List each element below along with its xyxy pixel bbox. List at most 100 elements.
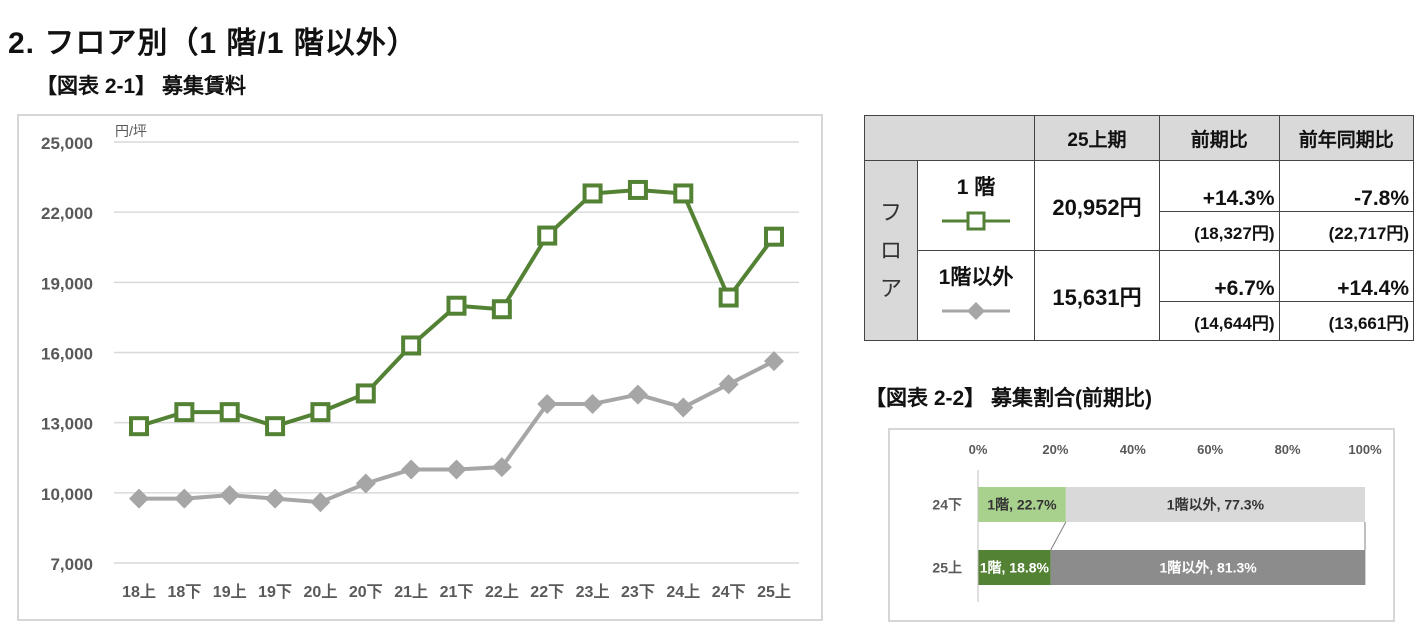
x-tick-label: 100% (1348, 442, 1382, 457)
other-prev-val: (14,644円) (1159, 301, 1280, 341)
data-point-floor1 (673, 183, 694, 204)
side-char: ア (879, 275, 902, 301)
data-point-floor1 (401, 335, 422, 356)
table-row: フ ロ ア 1 階 20,952円 +14.3% -7.8% (864, 160, 1414, 341)
other-floor-cell: 1階以外 (917, 250, 1035, 341)
x-tick-label: 24下 (712, 584, 746, 601)
x-tick-label: 19上 (213, 583, 247, 601)
data-point-floor1 (491, 299, 512, 320)
page-title: 2. フロア別（1 階/1 階以外） (8, 27, 418, 60)
x-tick-label: 21下 (440, 584, 474, 601)
data-point-other-floors (401, 459, 422, 480)
bar-segment (978, 487, 1066, 522)
other-yoy-pct: +14.4% (1278, 250, 1414, 302)
rent-line-chart-svg: 25,000 22,000 19,000 16,000 13,000 10,000 7,00… (41, 123, 799, 601)
x-tick-label: 20下 (349, 584, 383, 601)
floor1-value: 20,952円 (1034, 160, 1160, 251)
x-tick-label: 80% (1275, 442, 1301, 457)
y-tick-label: 16,000 (41, 345, 93, 364)
summary-table: 25上期 前期比 前年同期比 フ ロ ア 1 階 20,952円 +14.3% … (864, 115, 1414, 341)
data-point-other-floors (537, 393, 558, 414)
data-point-floor1 (764, 226, 784, 247)
table-row: (14,644円) (13,661円) (865, 301, 1414, 341)
bar-segment (978, 550, 1051, 585)
data-point-floor1 (265, 416, 286, 437)
other-floor-value: 15,631円 (1034, 250, 1160, 341)
data-point-other-floors (582, 393, 603, 414)
summary-header-blank (864, 115, 1035, 161)
data-point-other-floors (446, 459, 467, 480)
floor1-cell: 1 階 (917, 160, 1035, 251)
data-point-other-floors (174, 488, 195, 509)
other-prev-pct: +6.7% (1159, 250, 1280, 302)
ratio-bar-chart-svg: 0% 20% 40% 60% 80% 100% 24下 1階, 22.7% 1階以外, 77.3… (932, 442, 1382, 602)
data-point-floor1 (129, 416, 149, 437)
x-tick-label: 19下 (258, 584, 292, 601)
data-label: 1階, 22.7% (987, 497, 1057, 513)
figure-2-2-label: 【図表 2-2】 募集割合(前期比) (865, 387, 1153, 410)
floor1-yoy-pct: -7.8% (1278, 160, 1414, 212)
summary-header-prev: 前期比 (1159, 115, 1280, 161)
bar-segment (1065, 487, 1365, 522)
other-floor-name: 1階以外 (938, 266, 1014, 289)
summary-header-yoy: 前年同期比 (1278, 115, 1414, 161)
data-point-other-floors (129, 488, 149, 509)
x-tick-label: 22上 (485, 583, 519, 601)
x-tick-label: 23下 (621, 584, 655, 601)
data-point-other-floors (673, 397, 694, 418)
data-point-other-floors (355, 473, 376, 494)
x-tick-label: 24上 (666, 583, 700, 601)
legend-diamond-marker-icon (942, 302, 1010, 320)
data-point-floor1 (355, 383, 376, 404)
series-line-other-floors (139, 359, 775, 505)
y-tick-label: 7,000 (50, 555, 93, 574)
x-tick-label: 18上 (122, 583, 156, 601)
data-label: 1階, 18.8% (980, 560, 1050, 576)
data-point-floor1 (582, 183, 603, 204)
data-point-other-floors (718, 374, 739, 395)
floor1-yoy-val: (22,717円) (1278, 211, 1414, 251)
other-yoy-val: (13,661円) (1278, 301, 1414, 341)
data-point-other-floors (265, 488, 286, 509)
floor1-prev-pct: +14.3% (1159, 160, 1280, 212)
y-tick-label: 19,000 (41, 274, 93, 293)
data-point-other-floors (310, 492, 331, 513)
data-point-floor1 (310, 402, 331, 423)
rent-line-chart: 25,000 22,000 19,000 16,000 13,000 10,000 7,00… (17, 114, 823, 621)
table-row: 1階以外 15,631円 +6.7% +14.4% (865, 250, 1414, 341)
y-tick-label: 25,000 (41, 134, 93, 153)
y-tick-label: 10,000 (41, 485, 93, 504)
bar-segment (1050, 550, 1366, 585)
x-tick-label: 18下 (167, 584, 201, 601)
x-tick-label: 60% (1197, 442, 1223, 457)
data-label: 1階以外, 81.3% (1159, 560, 1257, 576)
data-point-floor1 (174, 402, 195, 423)
x-tick-label: 23上 (576, 583, 610, 601)
data-point-floor1 (219, 402, 240, 423)
y-tick-label: 22,000 (41, 204, 93, 223)
y-unit-label: 円/坪 (115, 123, 147, 139)
data-point-floor1 (718, 287, 739, 308)
ratio-bar-chart: 0% 20% 40% 60% 80% 100% 24下 1階, 22.7% 1階以外, 77.3… (888, 428, 1395, 622)
floor1-name: 1 階 (956, 176, 996, 199)
x-tick-label: 0% (969, 442, 988, 457)
x-tick-label: 20% (1042, 442, 1068, 457)
summary-header-row: 25上期 前期比 前年同期比 (864, 115, 1414, 161)
side-char: ロ (879, 237, 902, 263)
floor-side-label: フ ロ ア (864, 160, 918, 341)
data-point-floor1 (627, 179, 648, 200)
x-tick-label: 20上 (304, 583, 338, 601)
data-point-floor1 (446, 295, 467, 316)
data-label: 1階以外, 77.3% (1167, 497, 1265, 513)
y-category-label: 24下 (932, 497, 962, 513)
summary-header-current: 25上期 (1034, 115, 1160, 161)
x-tick-label: 25上 (757, 583, 791, 601)
data-point-other-floors (627, 384, 648, 405)
figure-2-1-label: 【図表 2-1】 募集賃料 (36, 75, 247, 98)
floor1-prev-val: (18,327円) (1159, 211, 1280, 251)
x-tick-label: 22下 (530, 584, 564, 601)
data-point-other-floors (219, 485, 240, 506)
data-point-floor1 (537, 225, 558, 246)
y-tick-label: 13,000 (41, 415, 93, 434)
x-tick-label: 40% (1120, 442, 1146, 457)
